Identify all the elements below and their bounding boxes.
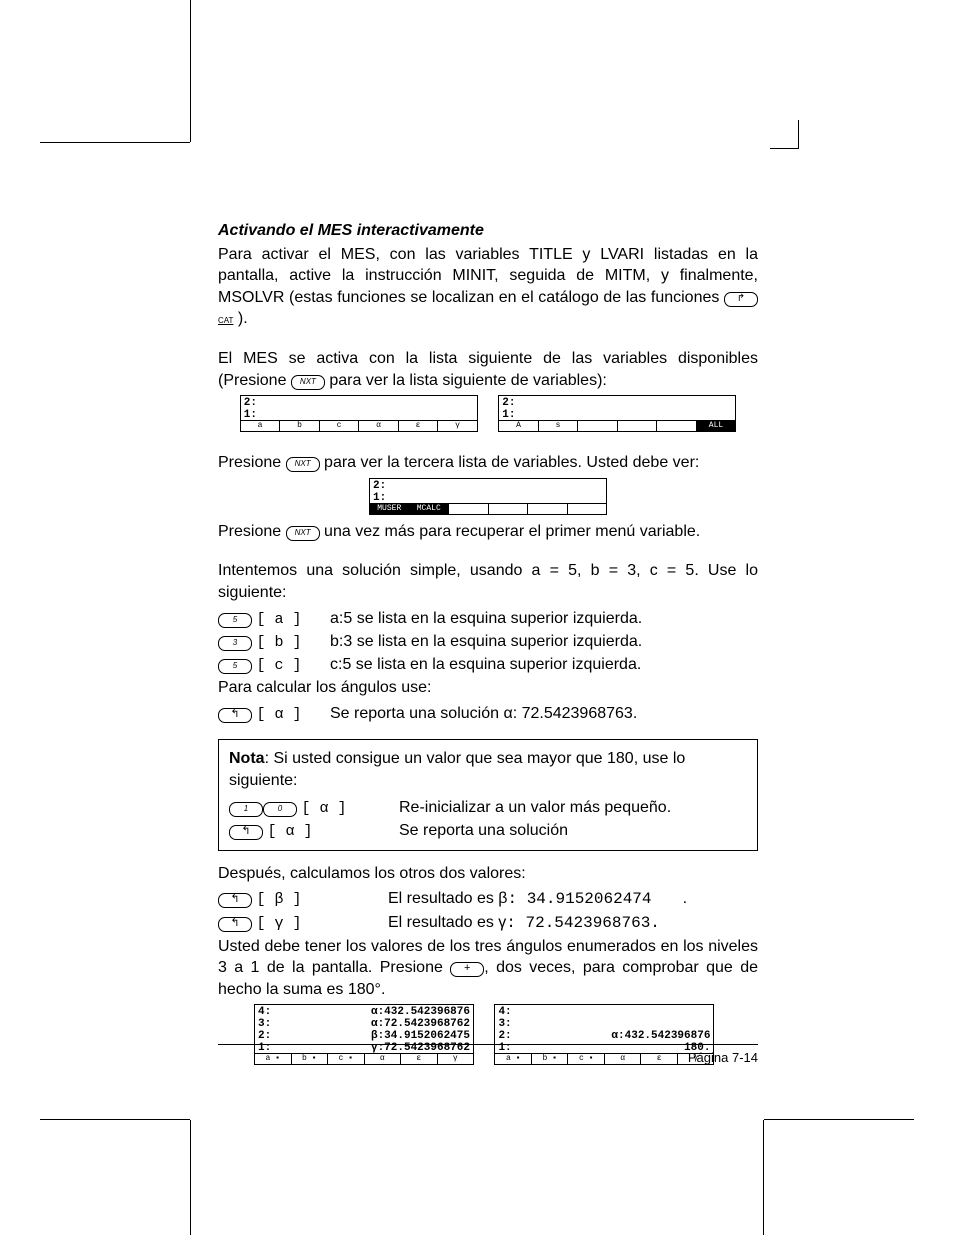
softkey-label: [ α ] <box>267 823 312 840</box>
note-label: Nota <box>229 750 265 767</box>
solution-row: [ α ] Se reporta una solución α: 72.5423… <box>218 703 758 725</box>
nxt-key-icon: NXT <box>286 526 320 541</box>
text: . <box>683 890 687 907</box>
crop-mark <box>764 1119 914 1120</box>
text: Re-inicializar a un valor más pequeño. <box>399 797 747 819</box>
crop-mark <box>190 1120 191 1235</box>
left-shift-key-icon <box>218 893 252 908</box>
softkey-label: [ α ] <box>256 706 301 723</box>
calc-screens-row: 2:1:MUSERMCALC <box>218 478 758 515</box>
right-shift-key-icon <box>724 292 758 307</box>
section-heading: Activando el MES interactivamente <box>218 220 758 242</box>
calc-screen: 2:1:AsALL <box>498 395 736 432</box>
calc-screens-row: 2:1:abcαεγ 2:1:AsALL <box>218 395 758 432</box>
result-row: [ γ ] El resultado es γ: 72.5423968763. <box>218 912 758 935</box>
note-row: [ α ] Se reporta una solución <box>229 820 747 842</box>
one-key-icon: 1 <box>229 802 263 817</box>
left-shift-key-icon <box>218 917 252 932</box>
text: : 72.5423968763. <box>513 705 638 722</box>
text: para ver la tercera lista de variables. … <box>324 454 699 471</box>
paragraph: Usted debe tener los valores de los tres… <box>218 936 758 1001</box>
text: El resultado es γ <box>388 914 506 931</box>
plus-key-icon <box>450 962 484 977</box>
crop-mark <box>40 1119 190 1120</box>
digit-key-icon: 5 <box>218 613 252 628</box>
note-text: : Si usted consigue un valor que sea may… <box>229 750 685 789</box>
nxt-key-icon: NXT <box>291 375 325 390</box>
value: : 72.5423968763. <box>506 914 660 932</box>
text: para ver la lista siguiente de variables… <box>329 372 606 389</box>
calc-screen: 4:3:2:α:432.5423968761:180.a ▪b ▪c ▪αεγ <box>494 1004 714 1065</box>
left-shift-key-icon <box>218 708 252 723</box>
footer-rule <box>218 1044 758 1045</box>
softkey-label: [ γ ] <box>256 915 301 932</box>
text: Presione <box>218 523 286 540</box>
text: Presione <box>218 454 286 471</box>
calc-screens-row: 4:α:432.5423968763:α:72.54239687622:β:34… <box>218 1004 758 1065</box>
text: c:5 se lista en la esquina superior izqu… <box>330 654 758 676</box>
value: : 34.9152062474 <box>507 890 651 908</box>
calc-screen: 2:1:abcαεγ <box>240 395 478 432</box>
text: Se reporta una solución <box>330 705 503 722</box>
zero-key-icon: 0 <box>263 802 297 817</box>
note-row: 10 [ α ] Re-inicializar a un valor más p… <box>229 797 747 819</box>
crop-mark <box>770 120 799 149</box>
text: b:3 se lista en la esquina superior izqu… <box>330 631 758 653</box>
solution-row: 5 [ c ] c:5 se lista en la esquina superi… <box>218 654 758 676</box>
paragraph: Para calcular los ángulos use: <box>218 677 758 699</box>
page-number: Página 7-14 <box>688 1049 758 1067</box>
nxt-key-icon: NXT <box>286 457 320 472</box>
paragraph: Presione NXT para ver la tercera lista d… <box>218 452 758 474</box>
paragraph: Para activar el MES, con las variables T… <box>218 244 758 330</box>
crop-mark <box>190 0 191 142</box>
calc-screen: 4:α:432.5423968763:α:72.54239687622:β:34… <box>254 1004 474 1065</box>
paragraph: El MES se activa con la lista siguiente … <box>218 348 758 391</box>
solution-inputs: 5 [ a ] a:5 se lista en la esquina superi… <box>218 608 758 677</box>
note-box: Nota: Si usted consigue un valor que sea… <box>218 739 758 851</box>
solution-row: 3 [ b ] b:3 se lista en la esquina superi… <box>218 631 758 653</box>
digit-key-icon: 5 <box>218 659 252 674</box>
calc-screen: 2:1:MUSERMCALC <box>369 478 607 515</box>
softkey-label: [ c ] <box>256 657 301 674</box>
paragraph: Después, calculamos los otros dos valore… <box>218 863 758 885</box>
softkey-label: [ α ] <box>301 800 346 817</box>
softkey-label: [ a ] <box>256 611 301 628</box>
digit-key-icon: 3 <box>218 636 252 651</box>
crop-mark <box>763 1120 764 1235</box>
paragraph: Presione NXT una vez más para recuperar … <box>218 521 758 543</box>
paragraph: Intentemos una solución simple, usando a… <box>218 560 758 603</box>
result-row: [ β ] El resultado es β: 34.9152062474 . <box>218 888 758 911</box>
text: a:5 se lista en la esquina superior izqu… <box>330 608 758 630</box>
softkey-label: [ β ] <box>256 891 301 908</box>
page: Activando el MES interactivamente Para a… <box>0 0 954 1235</box>
softkey-label: [ b ] <box>256 634 301 651</box>
text: Se reporta una solución <box>399 820 747 842</box>
text: una vez más para recuperar el primer men… <box>324 523 700 540</box>
crop-mark <box>40 142 190 143</box>
left-shift-key-icon <box>229 825 263 840</box>
text: α <box>503 705 512 722</box>
text: ). <box>238 310 248 327</box>
text: Para activar el MES, con las variables T… <box>218 246 758 306</box>
solution-row: 5 [ a ] a:5 se lista en la esquina superi… <box>218 608 758 630</box>
text: El resultado es β <box>388 890 507 907</box>
cat-key-label: CAT <box>218 316 233 325</box>
